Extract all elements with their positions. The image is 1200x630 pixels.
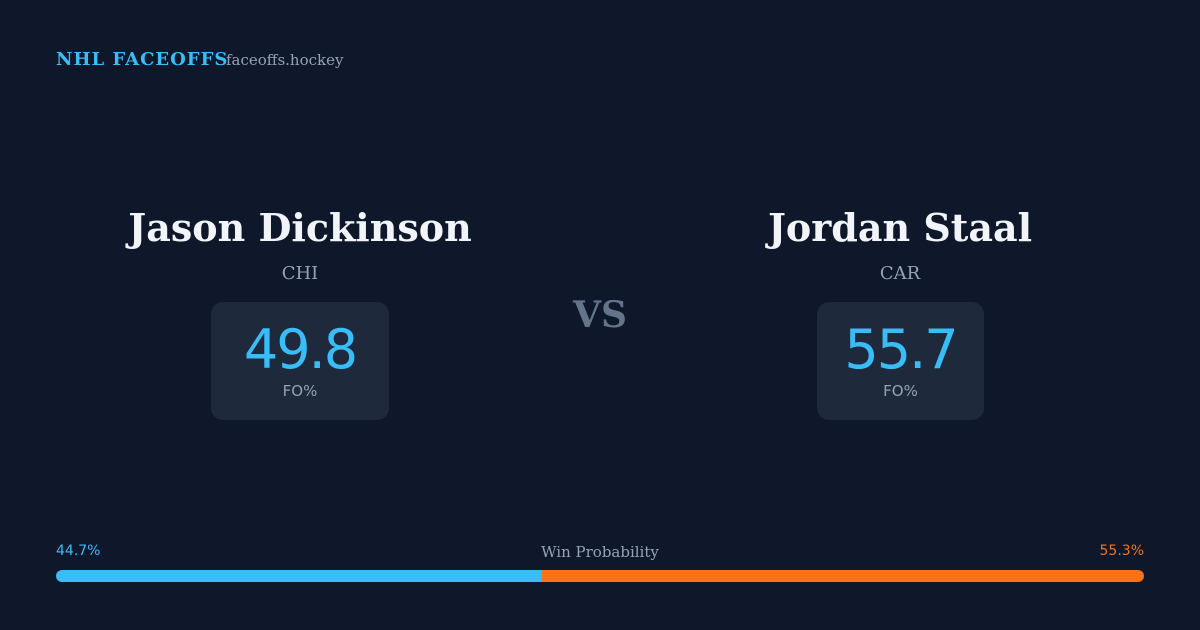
win-prob-right: 55.3% (1099, 543, 1144, 559)
brand-title: NHL FACEOFFS (56, 49, 229, 70)
stat-box: 55.7 FO% (817, 302, 984, 420)
win-prob-left: 44.7% (56, 543, 101, 559)
player-name: Jason Dickinson (128, 205, 472, 250)
stat-label: FO% (282, 382, 318, 400)
stat-value: 49.8 (243, 318, 358, 381)
site-url: faceoffs.hockey (226, 51, 344, 69)
stat-box: 49.8 FO% (211, 302, 389, 420)
player-name: Jordan Staal (767, 205, 1033, 250)
vs-label: VS (573, 294, 627, 336)
stat-label: FO% (883, 382, 918, 400)
win-prob-segment (56, 570, 543, 582)
win-prob-label: Win Probability (541, 543, 659, 561)
player-team: CAR (879, 263, 921, 284)
win-prob-bar (56, 570, 1144, 582)
player-team: CHI (281, 263, 319, 284)
stat-value: 55.7 (844, 318, 958, 381)
win-prob-segment (542, 570, 1144, 582)
